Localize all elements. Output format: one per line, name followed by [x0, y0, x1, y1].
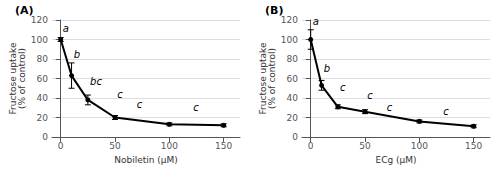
svg-text:60: 60 [287, 74, 299, 84]
svg-text:b: b [74, 49, 80, 60]
svg-text:20: 20 [37, 113, 49, 123]
svg-text:100: 100 [411, 141, 428, 151]
svg-text:150: 150 [465, 141, 482, 151]
svg-text:150: 150 [215, 141, 232, 151]
svg-text:100: 100 [31, 35, 48, 45]
svg-text:(% of control): (% of control) [267, 48, 277, 109]
svg-text:c: c [367, 90, 373, 101]
svg-text:c: c [193, 102, 199, 113]
svg-text:a: a [313, 16, 319, 27]
svg-text:c: c [117, 89, 123, 100]
svg-text:a: a [63, 23, 69, 34]
svg-text:Nobiletin (μM): Nobiletin (μM) [114, 155, 178, 165]
svg-text:(B): (B) [265, 4, 283, 17]
svg-text:120: 120 [30, 15, 48, 25]
svg-text:c: c [443, 106, 449, 117]
svg-text:50: 50 [109, 141, 121, 151]
svg-text:120: 120 [280, 15, 298, 25]
svg-text:Fructose uptake: Fructose uptake [258, 42, 269, 115]
svg-text:100: 100 [161, 141, 178, 151]
svg-text:(% of control): (% of control) [17, 48, 27, 109]
svg-text:20: 20 [287, 113, 299, 123]
svg-text:0: 0 [58, 141, 64, 151]
svg-text:c: c [340, 82, 346, 93]
svg-text:c: c [387, 102, 393, 113]
svg-text:0: 0 [42, 132, 48, 142]
svg-text:80: 80 [37, 54, 49, 64]
svg-text:b: b [324, 63, 330, 74]
svg-text:100: 100 [281, 35, 298, 45]
svg-text:40: 40 [287, 93, 299, 103]
svg-text:(A): (A) [15, 4, 34, 17]
svg-text:0: 0 [308, 141, 314, 151]
svg-text:80: 80 [287, 54, 299, 64]
svg-text:bc: bc [90, 76, 102, 87]
svg-text:40: 40 [37, 93, 49, 103]
svg-text:c: c [137, 99, 143, 110]
svg-text:ECg (μM): ECg (μM) [375, 155, 416, 165]
svg-text:50: 50 [359, 141, 371, 151]
svg-text:60: 60 [37, 74, 49, 84]
svg-text:Fructose uptake: Fructose uptake [8, 42, 19, 115]
svg-text:0: 0 [292, 132, 298, 142]
